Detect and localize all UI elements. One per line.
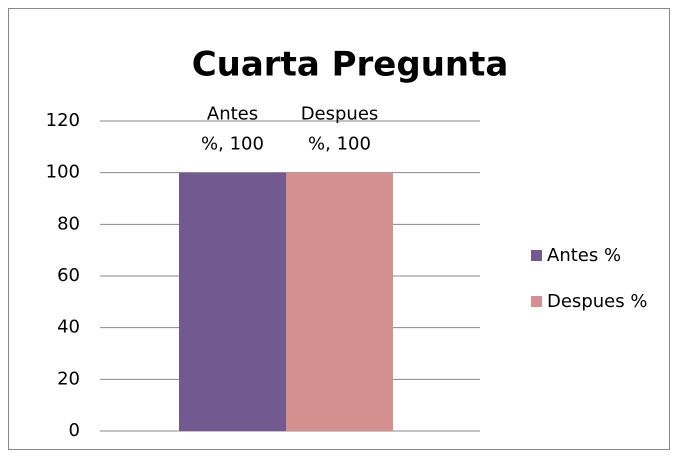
y-tick-label: 120 (46, 110, 80, 131)
y-tick-label: 40 (57, 317, 80, 338)
y-tick-label: 80 (57, 213, 80, 234)
legend-swatch (531, 296, 542, 307)
chart-title: Cuarta Pregunta (192, 45, 509, 85)
legend-swatch (531, 250, 542, 261)
y-tick-label: 100 (46, 162, 80, 183)
y-tick-label: 0 (69, 420, 80, 441)
bar (179, 172, 286, 431)
bar (286, 172, 393, 431)
data-label: Despues%, 100 (301, 104, 379, 155)
y-tick-label: 20 (57, 368, 80, 389)
legend-label: Despues % (547, 291, 647, 312)
data-label: Antes%, 100 (201, 104, 264, 155)
y-tick-label: 60 (57, 265, 80, 286)
legend-label: Antes % (547, 245, 621, 266)
